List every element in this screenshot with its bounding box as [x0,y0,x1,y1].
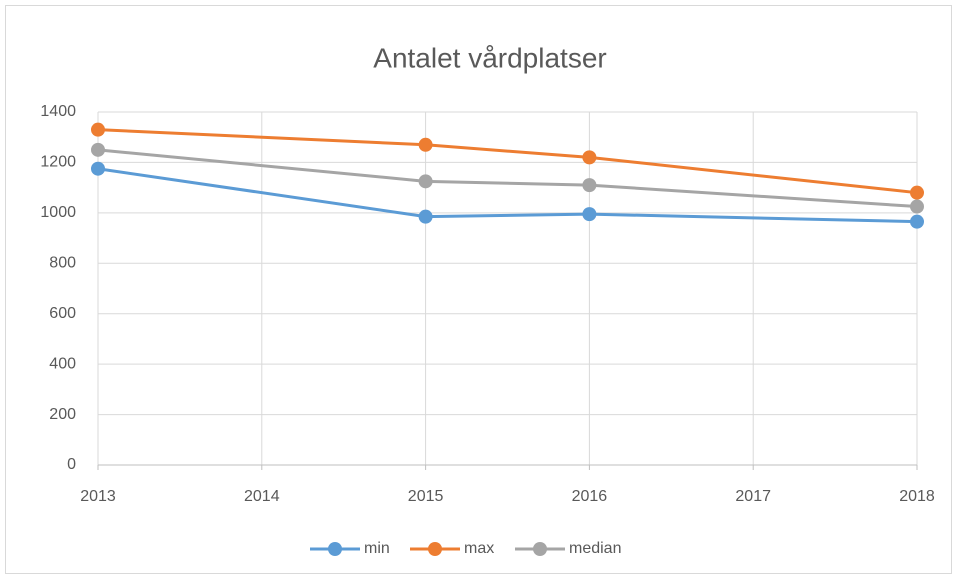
data-point [582,178,597,193]
x-tick-label: 2016 [572,488,608,505]
series-line [97,148,918,209]
series-line [97,128,918,195]
data-point [418,174,433,189]
legend-marker [428,542,442,556]
legend-marker [533,542,547,556]
data-point [418,209,433,224]
chart-title: Antalet vårdplatser [373,42,606,73]
x-tick-label: 2014 [244,488,280,505]
data-point [91,142,105,157]
x-tick-label: 2017 [735,488,771,505]
legend-label: min [364,540,390,557]
series-line [97,167,918,224]
x-tick-label: 2013 [80,488,116,505]
data-point [91,161,105,176]
legend-label: max [464,540,494,557]
data-point [910,185,924,200]
data-point [582,207,597,222]
y-tick-label: 800 [49,255,76,272]
y-tick-label: 400 [49,355,76,372]
legend-marker [328,542,342,556]
data-point [910,199,924,214]
x-tick-label: 2015 [408,488,444,505]
y-tick-label: 1200 [40,154,76,171]
y-tick-label: 600 [49,305,76,322]
data-point [910,214,924,229]
legend-label: median [569,540,621,557]
y-tick-label: 1000 [40,204,76,221]
x-tick-label: 2018 [899,488,935,505]
y-tick-label: 0 [67,456,76,473]
y-tick-label: 1400 [40,103,76,120]
y-tick-label: 200 [49,406,76,423]
data-point [91,122,105,137]
data-point [418,137,433,152]
chart-border [5,5,952,574]
data-point [582,150,597,165]
